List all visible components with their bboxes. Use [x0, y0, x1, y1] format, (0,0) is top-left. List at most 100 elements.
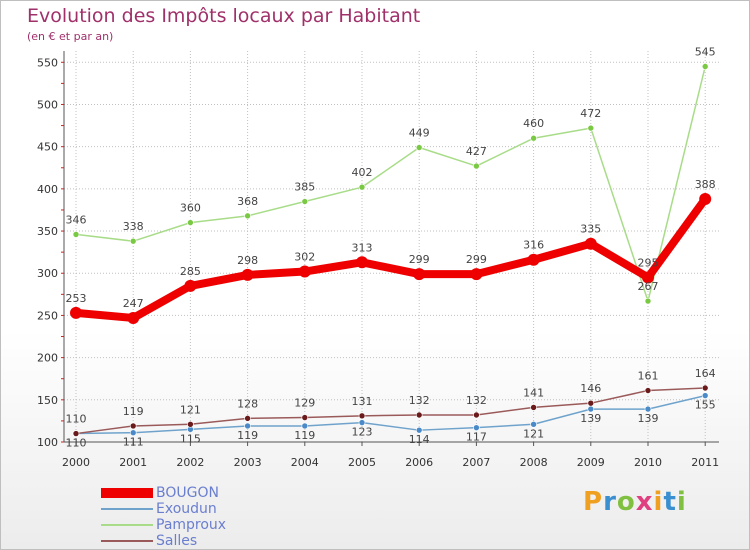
- y-tick-label: 250: [37, 309, 58, 322]
- data-point-exoudun: [473, 424, 480, 431]
- data-label-bougon: 298: [237, 254, 258, 267]
- legend-label-bougon: BOUGON: [156, 485, 219, 501]
- data-point-salles: [358, 412, 366, 420]
- logo-letter: t: [663, 487, 677, 517]
- data-point-salles: [244, 415, 251, 422]
- data-label-bougon: 316: [523, 239, 544, 252]
- data-label-pamproux: 267: [638, 280, 659, 293]
- x-tick-label: 2003: [234, 456, 262, 469]
- x-tick-label: 2001: [119, 456, 147, 469]
- data-point-salles: [415, 411, 423, 419]
- x-tick-label: 2010: [634, 456, 662, 469]
- logo-letter: i: [676, 487, 687, 517]
- data-point-pamproux: [587, 124, 595, 132]
- logo-letter: i: [653, 487, 664, 517]
- data-point-salles: [187, 420, 194, 428]
- data-label-salles: 131: [352, 395, 373, 408]
- data-label-pamproux: 460: [523, 117, 544, 130]
- data-point-exoudun: [301, 422, 309, 430]
- data-label-salles: 132: [466, 394, 487, 407]
- data-label-bougon: 295: [638, 256, 659, 269]
- data-point-bougon: [642, 271, 654, 284]
- data-point-bougon: [70, 306, 82, 319]
- data-label-pamproux: 402: [352, 166, 373, 179]
- data-point-bougon: [413, 268, 426, 281]
- proxiti-logo: Proxiti: [583, 487, 687, 517]
- data-label-salles: 132: [409, 394, 430, 407]
- series-line-bougon: [72, 194, 710, 322]
- data-label-exoudun: 111: [123, 436, 144, 449]
- data-label-bougon: 302: [294, 251, 315, 264]
- y-tick-label: 550: [37, 56, 58, 69]
- data-label-pamproux: 449: [409, 127, 430, 140]
- data-label-pamproux: 385: [294, 181, 315, 194]
- data-point-bougon: [527, 253, 540, 266]
- x-tick-label: 2006: [405, 456, 433, 469]
- legend-swatch-bougon: [101, 488, 153, 498]
- data-label-exoudun: 155: [695, 399, 716, 412]
- data-label-pamproux: 472: [580, 107, 601, 120]
- data-label-bougon: 388: [695, 178, 716, 191]
- data-point-pamproux: [415, 144, 423, 151]
- legend-label-pamproux: Pamproux: [156, 517, 227, 533]
- data-point-pamproux: [473, 162, 480, 170]
- data-point-exoudun: [415, 426, 423, 434]
- y-tick-label: 100: [37, 436, 58, 449]
- x-tick-label: 2000: [62, 456, 90, 469]
- data-point-exoudun: [244, 422, 251, 430]
- data-point-bougon: [584, 237, 597, 250]
- logo-letter: o: [616, 487, 636, 517]
- y-tick-label: 450: [37, 141, 58, 154]
- data-label-exoudun: 123: [352, 426, 373, 439]
- data-label-exoudun: 139: [638, 412, 659, 425]
- data-label-salles: 110: [66, 413, 87, 426]
- data-point-exoudun: [530, 420, 537, 428]
- data-label-bougon: 313: [352, 241, 373, 254]
- data-point-bougon: [298, 265, 311, 278]
- data-label-salles: 141: [523, 386, 544, 399]
- data-point-bougon: [127, 311, 140, 324]
- data-label-exoudun: 119: [237, 429, 258, 442]
- data-label-salles: 161: [638, 370, 659, 383]
- y-tick-label: 350: [37, 225, 58, 238]
- data-point-pamproux: [244, 212, 251, 220]
- data-point-pamproux: [530, 134, 537, 142]
- x-tick-label: 2008: [520, 456, 548, 469]
- data-point-bougon: [184, 279, 197, 292]
- series-line-pamproux: [75, 65, 706, 302]
- data-point-salles: [301, 414, 309, 421]
- x-tick-label: 2002: [176, 456, 204, 469]
- data-point-exoudun: [358, 419, 366, 426]
- data-label-bougon: 247: [123, 297, 144, 310]
- data-point-pamproux: [301, 198, 309, 205]
- legend-swatch-pamproux: [101, 524, 153, 526]
- data-label-pamproux: 545: [695, 46, 716, 59]
- logo-letter: P: [583, 487, 604, 517]
- data-label-exoudun: 119: [294, 429, 315, 442]
- data-point-salles: [72, 430, 80, 437]
- chart-subtitle: (en € et par an): [27, 30, 114, 43]
- data-point-bougon: [470, 268, 483, 281]
- data-point-pamproux: [187, 219, 194, 226]
- data-label-salles: 164: [695, 367, 716, 380]
- data-point-pamproux: [129, 237, 137, 245]
- legend-swatch-salles: [101, 540, 153, 542]
- data-label-salles: 146: [580, 382, 601, 395]
- x-tick-label: 2007: [462, 456, 490, 469]
- legend-label-exoudun: Exoudun: [156, 501, 217, 517]
- data-label-salles: 129: [294, 397, 315, 410]
- y-tick-label: 200: [37, 352, 58, 365]
- data-point-pamproux: [644, 297, 652, 305]
- data-label-pamproux: 360: [180, 202, 201, 215]
- data-point-salles: [587, 399, 595, 407]
- y-tick-label: 500: [37, 98, 58, 111]
- data-label-pamproux: 368: [237, 195, 258, 208]
- data-point-exoudun: [644, 405, 652, 413]
- y-tick-label: 300: [37, 267, 58, 280]
- x-tick-label: 2009: [577, 456, 605, 469]
- data-point-salles: [701, 384, 709, 392]
- data-point-salles: [129, 422, 137, 430]
- data-point-exoudun: [701, 392, 709, 399]
